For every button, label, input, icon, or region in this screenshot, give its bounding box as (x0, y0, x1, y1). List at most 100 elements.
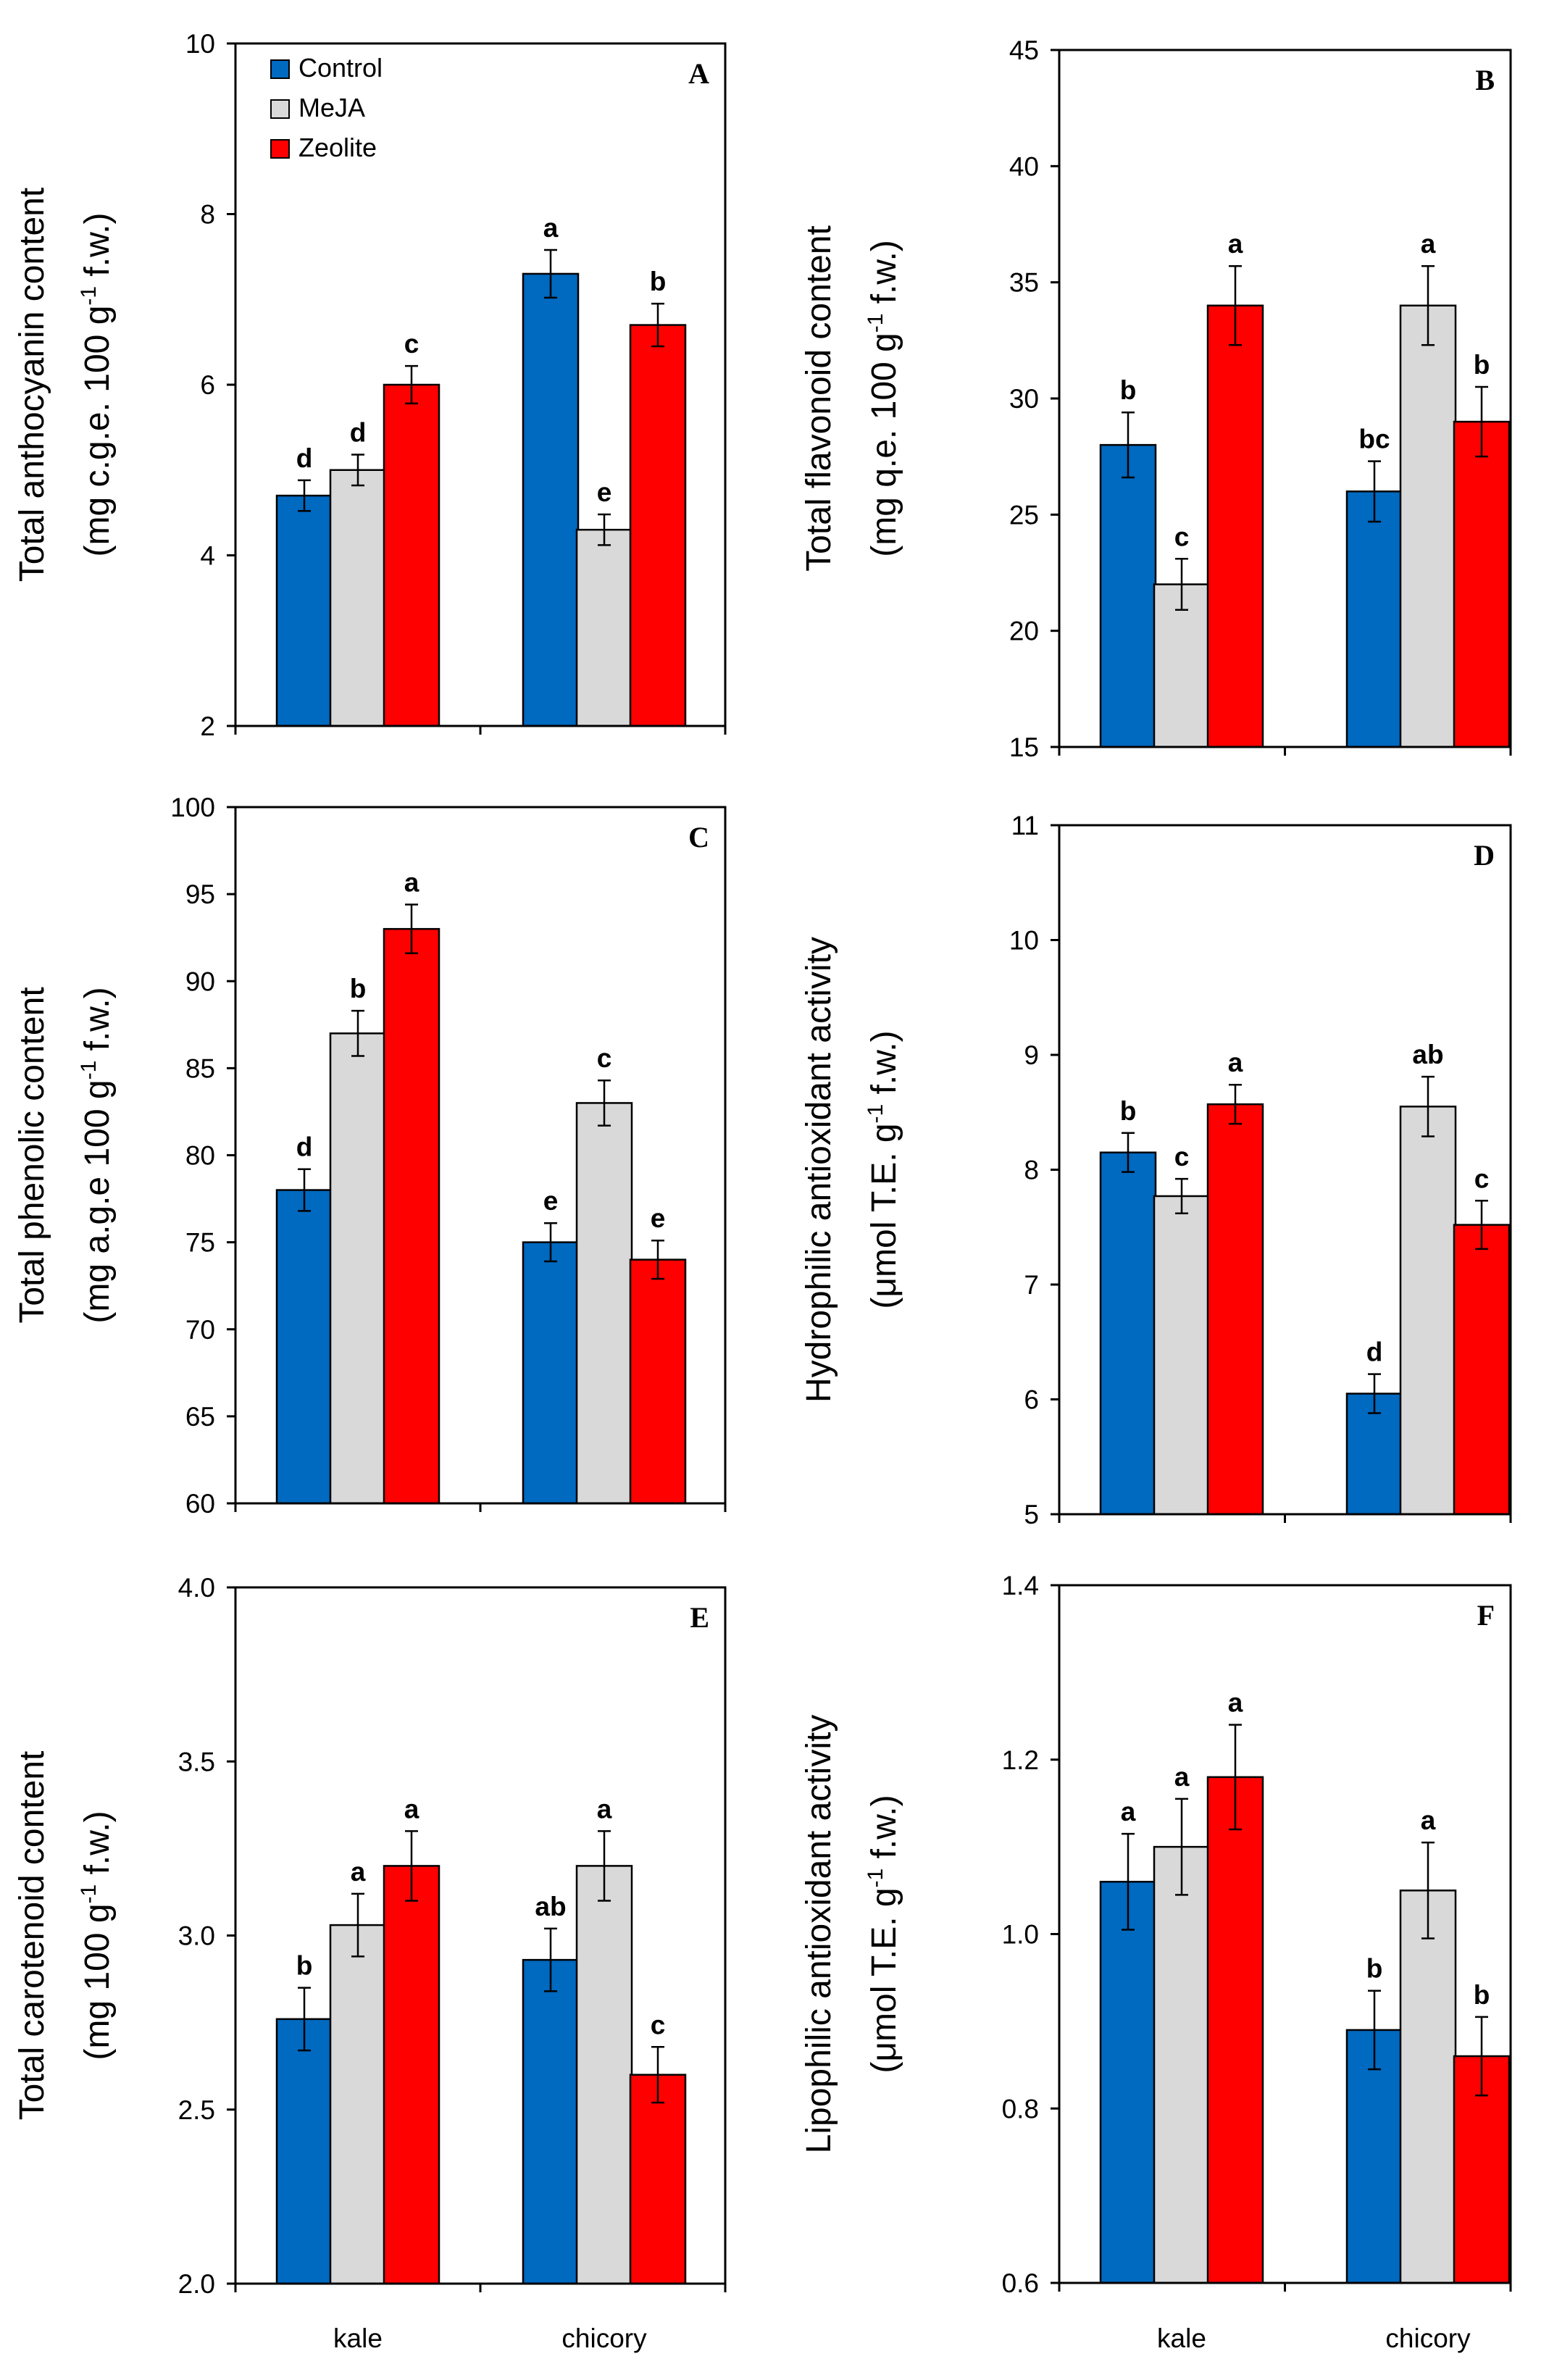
bar-d-chicory-zeolite (1454, 1225, 1509, 1514)
y-axis-unit-text-end: f.w.) (865, 1030, 903, 1103)
y-axis-unit-superscript: -1 (864, 314, 888, 333)
y-axis-unit-text-end: f.w.) (865, 1795, 903, 1868)
y-axis-unit-label: (mg q.e. 100 g-1 f.w.) (864, 240, 903, 557)
y-tick-label: 15 (1009, 732, 1039, 762)
bar-f-kale-zeolite (1208, 1777, 1263, 2283)
significance-letter: b (1120, 375, 1137, 405)
significance-letter: d (296, 443, 313, 473)
significance-letter: a (597, 1794, 612, 1824)
panel-label: D (1474, 839, 1495, 872)
y-axis-unit-label: (mg 100 g-1 f.w.) (77, 1811, 117, 2060)
bar-d-chicory-meja (1400, 1106, 1456, 1514)
chart-panel-e: babaaac2.02.53.03.54.0kale chicoryETotal … (13, 1573, 725, 2353)
significance-letter: a (1121, 1797, 1136, 1826)
y-axis-label: Hydrophilic antioxidant activity (800, 937, 838, 1403)
y-axis-unit-superscript: -1 (864, 1868, 888, 1888)
bar-b-kale-control (1101, 445, 1156, 747)
significance-letter: c (1474, 1164, 1490, 1193)
significance-letter: e (597, 477, 612, 507)
legend: Control MeJA Zeolite (271, 53, 383, 162)
y-axis-unit-text: (mg q.e. 100 g (865, 333, 903, 557)
y-tick-label: 0.6 (1002, 2268, 1039, 2298)
y-axis-unit-superscript: -1 (77, 1884, 101, 1904)
y-tick-label: 25 (1009, 500, 1039, 530)
bar-c-kale-control (277, 1190, 332, 1503)
y-axis-unit-label: (mg a.g.e 100 g-1 f.w.) (77, 987, 117, 1323)
legend-swatch-zeolite (271, 140, 289, 158)
panel-label: B (1475, 64, 1495, 96)
y-axis-unit-text-end: f.w.) (78, 213, 117, 286)
y-axis-unit-text-end: f.w.) (865, 240, 903, 313)
bar-d-kale-meja (1154, 1196, 1209, 1514)
y-tick-label: 2.0 (178, 2269, 215, 2299)
y-tick-label: 0.8 (1002, 2094, 1039, 2124)
y-axis-unit-text: (mg a.g.e 100 g (78, 1080, 117, 1323)
bar-a-chicory-meja (577, 530, 632, 726)
y-tick-label: 30 (1009, 384, 1039, 414)
panel-label: F (1477, 1599, 1495, 1632)
bar-e-kale-zeolite (384, 1866, 439, 2284)
significance-letter: e (651, 1203, 666, 1233)
y-tick-label: 4.0 (178, 1573, 215, 1603)
y-tick-label: 60 (185, 1489, 215, 1519)
legend-label-meja: MeJA (298, 93, 365, 122)
bar-f-kale-control (1101, 1882, 1156, 2283)
y-tick-label: 45 (1009, 36, 1039, 65)
y-tick-label: 2 (200, 711, 215, 741)
significance-letter: b (1474, 350, 1490, 380)
chart-panel-d: bdcabac567891011DHydrophilic antioxidant… (800, 811, 1511, 1529)
bar-f-chicory-meja (1400, 1890, 1456, 2283)
category-label-chicory: chicory (561, 2323, 647, 2353)
bar-b-chicory-meja (1400, 306, 1456, 747)
significance-letter: c (404, 329, 419, 359)
bar-c-kale-meja (330, 1033, 385, 1503)
y-axis-unit-text-end: f.w.) (78, 987, 117, 1060)
bar-c-chicory-control (523, 1243, 578, 1503)
y-axis-unit-text-end: f.w.) (78, 1811, 117, 1884)
y-tick-label: 75 (185, 1228, 215, 1258)
y-tick-label: 65 (185, 1402, 215, 1432)
y-tick-label: 1.0 (1002, 1920, 1039, 1950)
y-tick-label: 80 (185, 1141, 215, 1171)
bar-d-kale-zeolite (1208, 1104, 1263, 1514)
legend-label-zeolite: Zeolite (298, 133, 377, 162)
y-tick-label: 11 (1011, 811, 1039, 840)
y-tick-label: 4 (200, 541, 215, 571)
significance-letter: a (1421, 229, 1436, 259)
chart-panel-b: b bc c a a b 15 20 25 30 35 40 45 B Total flavonoid co… (800, 36, 1511, 762)
chart-panel-c: d e b c a e 60 65 70 75 80 85 90 95 100 C Total phenolic… (13, 793, 725, 1519)
y-tick-label: 8 (1024, 1156, 1039, 1185)
category-label-kale: kale (1157, 2323, 1206, 2353)
y-tick-label: 6 (200, 370, 215, 400)
bar-e-chicory-meja (577, 1866, 632, 2284)
y-tick-label: 95 (185, 880, 215, 909)
significance-letter: a (404, 868, 419, 898)
bar-a-kale-control (277, 496, 332, 726)
y-tick-label: 8 (200, 200, 215, 230)
significance-letter: ab (535, 1892, 566, 1921)
y-tick-label: 10 (185, 29, 215, 59)
bar-e-chicory-control (523, 1960, 578, 2284)
bar-b-kale-zeolite (1208, 306, 1263, 747)
bar-e-kale-control (277, 2019, 332, 2284)
y-axis-label: Lipophilic antioxidant activity (800, 1715, 838, 2154)
significance-letter: a (1228, 229, 1243, 259)
significance-letter: e (543, 1186, 559, 1216)
significance-letter: d (350, 418, 367, 448)
y-axis-label: Total carotenoid content (13, 1751, 51, 2121)
y-tick-label: 3.0 (178, 1921, 215, 1951)
y-tick-label: 35 (1009, 268, 1039, 298)
panel-label: E (690, 1601, 709, 1634)
y-axis-unit-superscript: -1 (864, 1104, 888, 1124)
y-tick-label: 20 (1009, 617, 1039, 646)
y-axis-unit-superscript: -1 (77, 286, 101, 306)
significance-letter: d (1366, 1337, 1383, 1367)
legend-label-control: Control (298, 53, 383, 83)
significance-letter: bc (1358, 425, 1390, 454)
y-tick-label: 85 (185, 1053, 215, 1083)
significance-letter: a (1421, 1805, 1436, 1835)
bar-a-kale-meja (330, 470, 385, 726)
y-axis-unit-text: (mg 100 g (78, 1903, 117, 2060)
legend-swatch-control (271, 60, 289, 78)
y-axis-unit-superscript: -1 (77, 1061, 101, 1080)
